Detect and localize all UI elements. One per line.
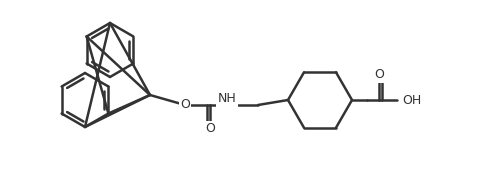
Text: OH: OH	[402, 93, 421, 106]
Text: NH: NH	[218, 92, 236, 105]
Text: O: O	[374, 68, 384, 82]
Text: O: O	[205, 123, 215, 136]
Text: O: O	[180, 99, 190, 111]
